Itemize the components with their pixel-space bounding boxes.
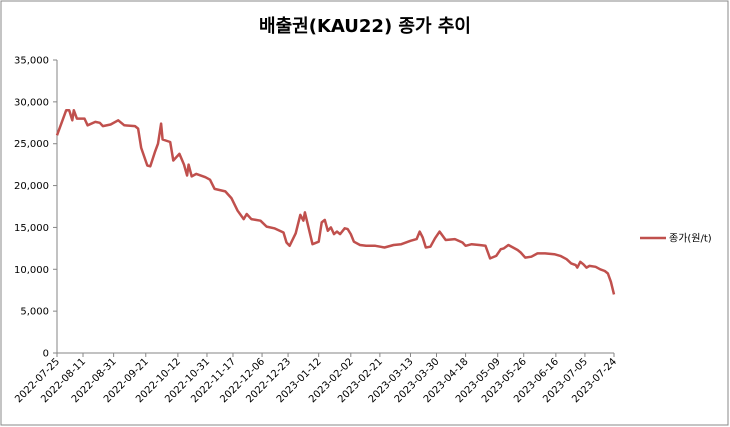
y-tick-label: 25,000 (14, 139, 49, 150)
y-tick-label: 5,000 (20, 307, 49, 318)
y-tick-label: 20,000 (14, 181, 49, 192)
y-tick-label: 30,000 (14, 97, 49, 108)
data-line (55, 108, 616, 295)
y-tick-label: 15,000 (14, 223, 49, 234)
y-tick-label: 10,000 (14, 265, 49, 276)
chart-title: 배출권(KAU22) 종가 추이 (259, 16, 471, 37)
legend-label: 종가(원/t) (669, 233, 712, 245)
y-tick-label: 35,000 (14, 56, 49, 67)
y-tick-label: 0 (43, 349, 49, 360)
